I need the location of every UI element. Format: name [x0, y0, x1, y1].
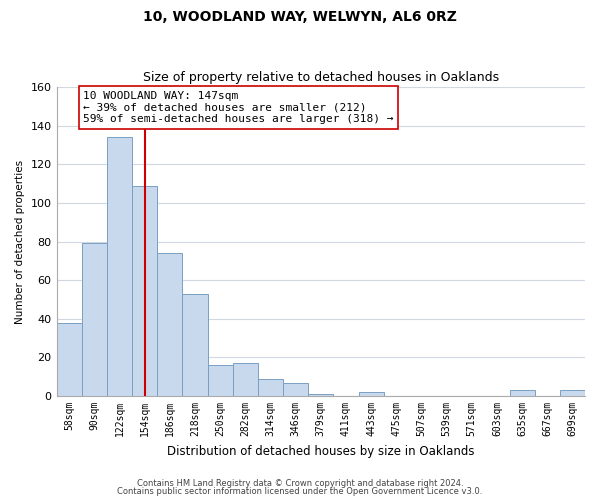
Text: Contains HM Land Registry data © Crown copyright and database right 2024.: Contains HM Land Registry data © Crown c… [137, 478, 463, 488]
Bar [132, 186, 157, 396]
Bar [560, 390, 585, 396]
Title: Size of property relative to detached houses in Oaklands: Size of property relative to detached ho… [143, 72, 499, 85]
Bar [208, 365, 233, 396]
Bar [233, 363, 258, 396]
Bar [308, 394, 334, 396]
Bar [157, 253, 182, 396]
Text: 10, WOODLAND WAY, WELWYN, AL6 0RZ: 10, WOODLAND WAY, WELWYN, AL6 0RZ [143, 10, 457, 24]
Bar [107, 138, 132, 396]
Text: 10 WOODLAND WAY: 147sqm
← 39% of detached houses are smaller (212)
59% of semi-d: 10 WOODLAND WAY: 147sqm ← 39% of detache… [83, 91, 394, 124]
Text: Contains public sector information licensed under the Open Government Licence v3: Contains public sector information licen… [118, 487, 482, 496]
Bar [283, 382, 308, 396]
Bar [56, 322, 82, 396]
Y-axis label: Number of detached properties: Number of detached properties [15, 160, 25, 324]
Bar [509, 390, 535, 396]
Bar [182, 294, 208, 396]
Bar [359, 392, 383, 396]
Bar [82, 244, 107, 396]
X-axis label: Distribution of detached houses by size in Oaklands: Distribution of detached houses by size … [167, 444, 475, 458]
Bar [258, 378, 283, 396]
